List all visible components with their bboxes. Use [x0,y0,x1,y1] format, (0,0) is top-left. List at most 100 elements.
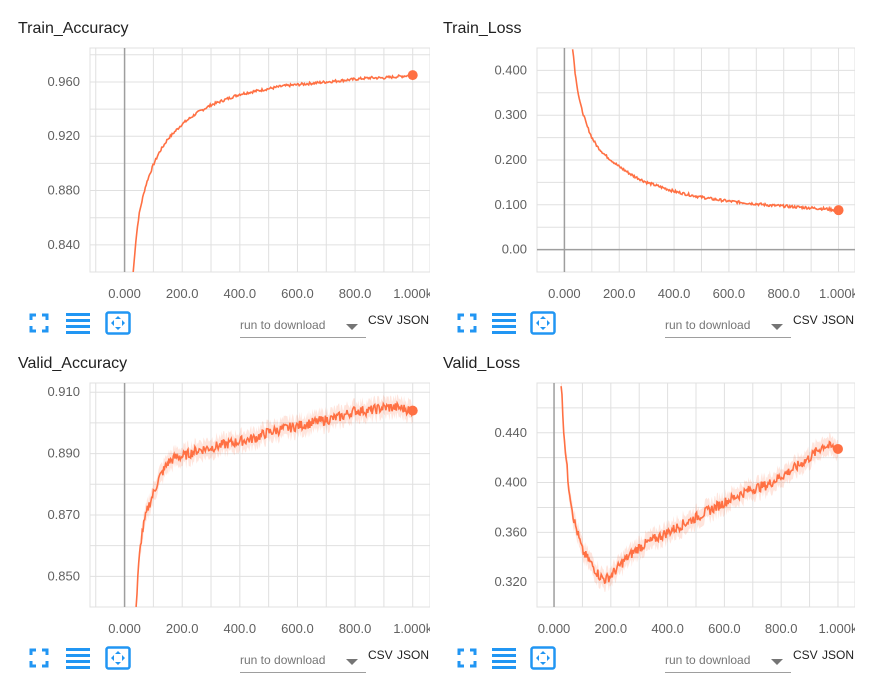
x-tick-label: 1.000k [818,621,855,636]
json-download-link[interactable]: JSON [822,648,855,662]
x-tick-label: 600.0 [281,621,314,636]
series-endpoint[interactable] [407,70,418,81]
x-tick-label: 0.000 [108,621,141,636]
series-line [560,386,839,585]
list-icon[interactable] [491,311,516,335]
fit-domain-icon[interactable] [530,311,556,335]
grid [89,47,430,273]
x-tick-label: 400.0 [224,286,257,301]
x-tick-label: 800.0 [765,621,798,636]
run-to-download-select[interactable]: run to download [240,315,366,338]
y-tick-label: 0.200 [494,152,527,167]
x-tick-label: 600.0 [281,286,314,301]
list-icon[interactable] [491,646,516,670]
json-download-link[interactable]: JSON [822,313,855,327]
chart-svg: 0.000 200.0 400.0 600.0 800.0 1.000k 0.840 0.88… [47,47,430,301]
chart-card-3: Valid_Loss 0.000 200.0 400.0 600.0 800.0 1.000… [425,335,855,673]
x-tick-label: 1.000k [393,621,430,636]
series-line [571,49,839,213]
run-to-download-select[interactable]: run to download [240,650,366,673]
chart-card-1: Train_Loss 0.000 200.0 400.0 600.0 800.0 1.000… [425,0,855,338]
chart-svg: 0.000 200.0 400.0 600.0 800.0 1.000k 0.00 0.100… [494,47,855,301]
y-tick-label: 0.300 [494,107,527,122]
list-icon[interactable] [65,646,90,670]
chart-svg: 0.000 200.0 400.0 600.0 800.0 1.000k 0.850 0.87… [47,382,430,636]
json-download-link[interactable]: JSON [397,648,430,662]
json-download-link[interactable]: JSON [397,313,430,327]
grid [89,382,430,608]
plot-frame [89,382,430,608]
y-tick-label: 0.400 [494,475,527,490]
y-tick-label: 0.360 [494,524,527,539]
y-tick-label: 0.910 [47,384,80,399]
y-tick-label: 0.00 [502,242,527,257]
csv-download-link[interactable]: CSV [793,313,818,327]
plot-frame [536,47,855,273]
x-tick-label: 200.0 [595,621,628,636]
grid [536,382,855,608]
fullscreen-icon[interactable] [27,311,51,335]
x-tick-label: 800.0 [339,286,372,301]
list-icon[interactable] [65,311,90,335]
plot-frame [536,382,855,608]
x-tick-label: 200.0 [166,621,199,636]
series-endpoint[interactable] [833,205,844,216]
y-tick-label: 0.890 [47,446,80,461]
y-tick-label: 0.850 [47,568,80,583]
csv-download-link[interactable]: CSV [368,313,393,327]
series-endpoint[interactable] [407,405,418,416]
chart-toolbar: run to download CSV JSON [425,646,855,686]
y-tick-label: 0.100 [494,197,527,212]
fit-domain-icon[interactable] [105,311,131,335]
series-line [132,74,414,272]
chevron-down-icon [771,324,783,330]
x-tick-label: 1.000k [819,286,855,301]
chart-title: Train_Accuracy [18,20,129,37]
chevron-down-icon [346,659,358,665]
run-select-label: run to download [240,653,326,667]
run-select-label: run to download [665,318,751,332]
x-tick-label: 1.000k [393,286,430,301]
csv-download-link[interactable]: CSV [368,648,393,662]
run-select-label: run to download [665,653,751,667]
x-tick-label: 0.000 [538,621,571,636]
fullscreen-icon[interactable] [27,646,51,670]
x-tick-label: 0.000 [548,286,581,301]
y-tick-label: 0.840 [47,237,80,252]
chevron-down-icon [771,659,783,665]
run-to-download-select[interactable]: run to download [665,315,791,338]
x-tick-label: 0.000 [108,286,141,301]
chart-title: Valid_Loss [443,355,521,372]
fullscreen-icon[interactable] [455,311,479,335]
fit-domain-icon[interactable] [105,646,131,670]
run-to-download-select[interactable]: run to download [665,650,791,673]
y-tick-label: 0.400 [494,62,527,77]
y-tick-label: 0.440 [494,425,527,440]
fullscreen-icon[interactable] [455,646,479,670]
grid [536,47,855,273]
x-tick-label: 400.0 [224,621,257,636]
x-tick-label: 600.0 [713,286,746,301]
x-tick-label: 400.0 [658,286,691,301]
series-line [135,400,414,607]
x-tick-label: 800.0 [339,621,372,636]
chart-title: Valid_Accuracy [18,355,128,372]
fit-domain-icon[interactable] [530,646,556,670]
chart-card-2: Valid_Accuracy 0.000 200.0 400.0 600.0 800.0 1… [0,335,430,673]
x-tick-label: 400.0 [651,621,684,636]
chart-toolbar: run to download CSV JSON [0,646,430,686]
chart-title: Train_Loss [443,20,522,37]
series-band [561,383,838,592]
series-endpoint[interactable] [832,443,843,454]
run-select-label: run to download [240,318,326,332]
series-band [136,394,413,607]
y-tick-label: 0.880 [47,183,80,198]
x-tick-label: 200.0 [166,286,199,301]
y-tick-label: 0.320 [494,574,527,589]
csv-download-link[interactable]: CSV [793,648,818,662]
y-tick-label: 0.960 [47,74,80,89]
chart-toolbar: run to download CSV JSON [0,311,430,351]
chart-svg: 0.000 200.0 400.0 600.0 800.0 1.000k 0.320 0.36… [494,382,855,636]
chart-toolbar: run to download CSV JSON [425,311,855,351]
x-tick-label: 600.0 [708,621,741,636]
